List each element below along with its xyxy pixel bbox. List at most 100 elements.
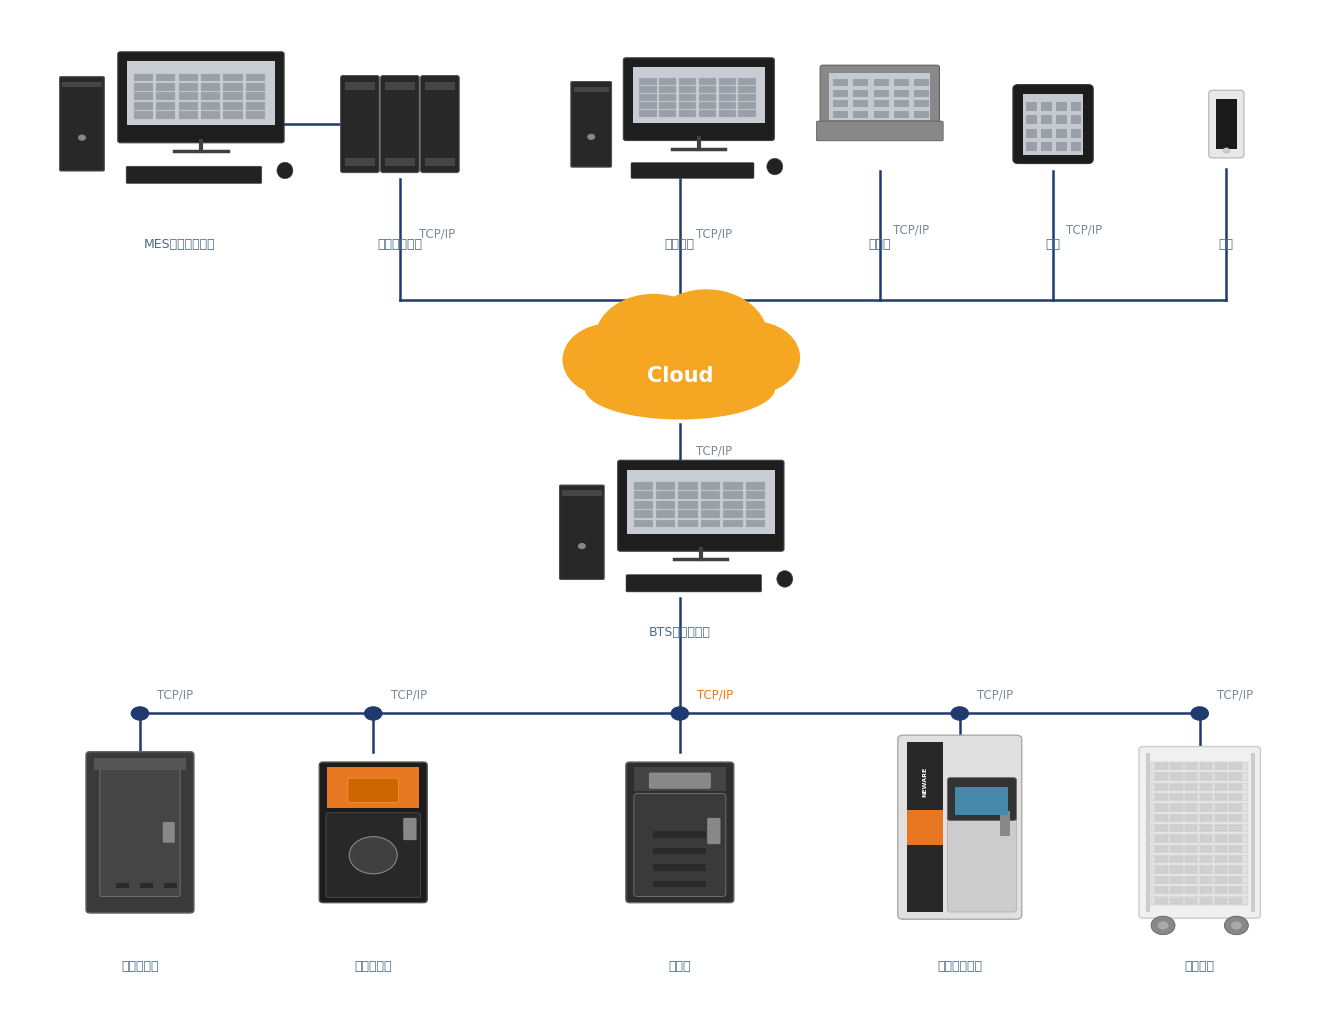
Bar [1150,845,1248,853]
FancyBboxPatch shape [635,793,725,896]
Circle shape [579,543,587,549]
Text: TCP/IP: TCP/IP [157,689,193,701]
Circle shape [1190,706,1209,721]
Text: NEWARE: NEWARE [922,767,928,797]
Bar [224,73,243,82]
Bar [1150,814,1248,822]
Bar [164,883,177,888]
Text: 笔记本: 笔记本 [869,238,890,251]
Bar [133,73,153,82]
FancyBboxPatch shape [85,752,195,913]
Bar [201,92,220,100]
Bar [1170,866,1182,873]
Bar [833,80,848,87]
Bar [424,158,455,166]
Bar [1070,101,1081,111]
Bar [1185,773,1197,780]
Ellipse shape [585,357,776,420]
Bar [179,101,197,110]
FancyBboxPatch shape [560,485,604,579]
Circle shape [1232,921,1242,930]
Text: BTS上位机系统: BTS上位机系统 [649,626,710,639]
Text: 测试设备: 测试设备 [1185,960,1214,973]
Bar [1214,825,1228,831]
Bar [1185,835,1197,842]
Bar [698,86,716,93]
FancyBboxPatch shape [1209,90,1244,158]
Bar [1229,763,1242,769]
Bar [127,61,275,125]
Bar [659,86,676,93]
FancyBboxPatch shape [348,779,399,802]
Bar [1154,898,1168,904]
Bar [1150,855,1248,863]
Bar [344,158,376,166]
Bar [1200,825,1212,831]
Bar [853,100,869,108]
Bar [873,111,889,118]
Bar [914,100,929,108]
Bar [1200,866,1212,873]
Bar [718,79,736,85]
FancyBboxPatch shape [617,460,784,551]
FancyBboxPatch shape [627,762,733,903]
Bar [738,94,756,101]
Bar [1229,835,1242,842]
Bar [1216,99,1237,149]
Bar [914,80,929,87]
Bar [328,767,419,808]
Bar [738,86,756,93]
Bar [738,110,756,117]
Text: 高低温试验筱: 高低温试验筱 [937,960,982,973]
Bar [63,82,101,87]
Bar [633,482,653,490]
Bar [1170,877,1182,883]
Bar [627,469,774,534]
Bar [701,510,720,518]
Text: 台式电脑: 台式电脑 [665,238,694,251]
Bar [833,90,848,97]
Bar [1252,753,1256,912]
FancyBboxPatch shape [327,813,421,898]
Text: TCP/IP: TCP/IP [696,227,732,241]
Bar [201,83,220,91]
Bar [698,79,716,85]
Bar [656,519,676,527]
Text: TCP/IP: TCP/IP [1217,689,1253,701]
Bar [1150,834,1248,843]
Bar [678,510,697,518]
Bar [678,500,697,509]
Text: Cloud: Cloud [647,366,713,387]
FancyBboxPatch shape [1140,747,1261,918]
Circle shape [1224,916,1249,935]
FancyBboxPatch shape [649,773,710,788]
Bar [156,83,176,91]
Bar [1154,784,1168,790]
Bar [1214,887,1228,893]
Text: 平板: 平板 [1045,238,1061,251]
Bar [156,73,176,82]
Bar [133,83,153,91]
Bar [678,94,696,101]
Text: TCP/IP: TCP/IP [697,689,733,701]
Bar [344,82,376,90]
Circle shape [595,294,712,385]
Bar [1056,129,1066,138]
Bar [156,92,176,100]
Bar [179,73,197,82]
Bar [156,101,176,110]
Bar [718,94,736,101]
Bar [224,101,243,110]
Ellipse shape [277,162,293,179]
Bar [833,111,848,118]
Bar [633,519,653,527]
Bar [1150,803,1248,812]
Bar [1041,143,1052,151]
Bar [1214,846,1228,852]
Bar [1229,846,1242,852]
Bar [1229,825,1242,831]
Bar [1185,898,1197,904]
Bar [1170,835,1182,842]
Bar [1150,896,1248,905]
Bar [698,102,716,109]
